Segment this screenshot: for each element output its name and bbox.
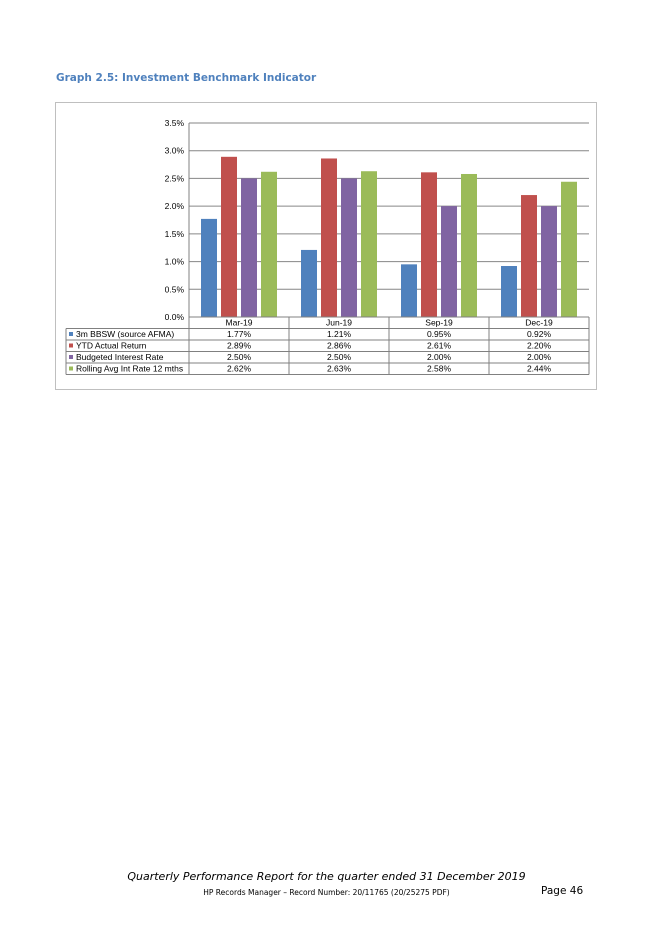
x-tick-label: Dec-19 <box>525 318 553 328</box>
data-label: 2.00% <box>527 352 552 362</box>
bar <box>241 178 257 317</box>
y-tick-label: 1.0% <box>165 257 185 267</box>
data-label: 2.86% <box>327 341 352 351</box>
graph-title: Graph 2.5: Investment Benchmark Indicato… <box>56 72 317 84</box>
bar <box>361 171 377 317</box>
data-label: 2.61% <box>427 341 452 351</box>
y-tick-label: 0.5% <box>165 284 185 294</box>
bar <box>441 206 457 317</box>
bar <box>461 173 477 317</box>
y-tick-label: 2.5% <box>165 173 185 183</box>
x-tick-label: Sep-19 <box>425 318 453 328</box>
legend-label: YTD Actual Return <box>76 341 147 351</box>
y-tick-label: 2.0% <box>165 201 185 211</box>
data-label: 2.50% <box>327 352 352 362</box>
bar <box>321 158 337 317</box>
legend-swatch <box>69 366 73 371</box>
data-label: 1.77% <box>227 329 252 339</box>
chart-frame: 0.0% 0.5% 1.0% 1.5% 2.0% 2.5% 3.0% 3.5% Mar-19 Ju… <box>55 102 597 390</box>
bar <box>261 171 277 317</box>
bar <box>541 206 557 317</box>
y-tick-label: 1.5% <box>165 229 185 239</box>
x-tick-label: Mar-19 <box>226 318 253 328</box>
legend-label: Budgeted Interest Rate <box>76 352 164 362</box>
data-label: 2.20% <box>527 341 552 351</box>
bar <box>401 264 417 317</box>
y-tick-label: 0.0% <box>165 312 185 322</box>
x-tick-label: Jun-19 <box>326 318 352 328</box>
data-label: 2.50% <box>227 352 252 362</box>
legend-label: Rolling Avg Int Rate 12 mths <box>76 364 183 374</box>
data-label: 0.92% <box>527 329 552 339</box>
data-label: 2.62% <box>227 364 252 374</box>
record-number: HP Records Manager – Record Number: 20/1… <box>203 888 450 897</box>
legend-swatch <box>69 343 73 348</box>
y-tick-label: 3.5% <box>165 118 185 128</box>
data-label: 1.21% <box>327 329 352 339</box>
data-label: 2.63% <box>327 364 352 374</box>
bar <box>501 266 517 317</box>
bar <box>521 195 537 317</box>
data-label: 2.58% <box>427 364 452 374</box>
data-label: 2.00% <box>427 352 452 362</box>
y-tick-label: 3.0% <box>165 146 185 156</box>
data-label: 0.95% <box>427 329 452 339</box>
bar-chart: 0.0% 0.5% 1.0% 1.5% 2.0% 2.5% 3.0% 3.5% Mar-19 Ju… <box>65 118 590 375</box>
bar <box>341 178 357 317</box>
legend-label: 3m BBSW (source AFMA) <box>76 329 174 339</box>
bar <box>201 218 217 317</box>
page-number: Page 46 <box>541 885 584 897</box>
bar <box>421 172 437 317</box>
data-label: 2.44% <box>527 364 552 374</box>
legend-swatch <box>69 332 73 336</box>
bar <box>301 249 317 317</box>
report-title: Quarterly Performance Report for the qua… <box>127 870 526 883</box>
legend-swatch <box>69 355 73 359</box>
data-label: 2.89% <box>227 341 252 351</box>
bar <box>221 156 237 317</box>
bar <box>561 181 577 317</box>
